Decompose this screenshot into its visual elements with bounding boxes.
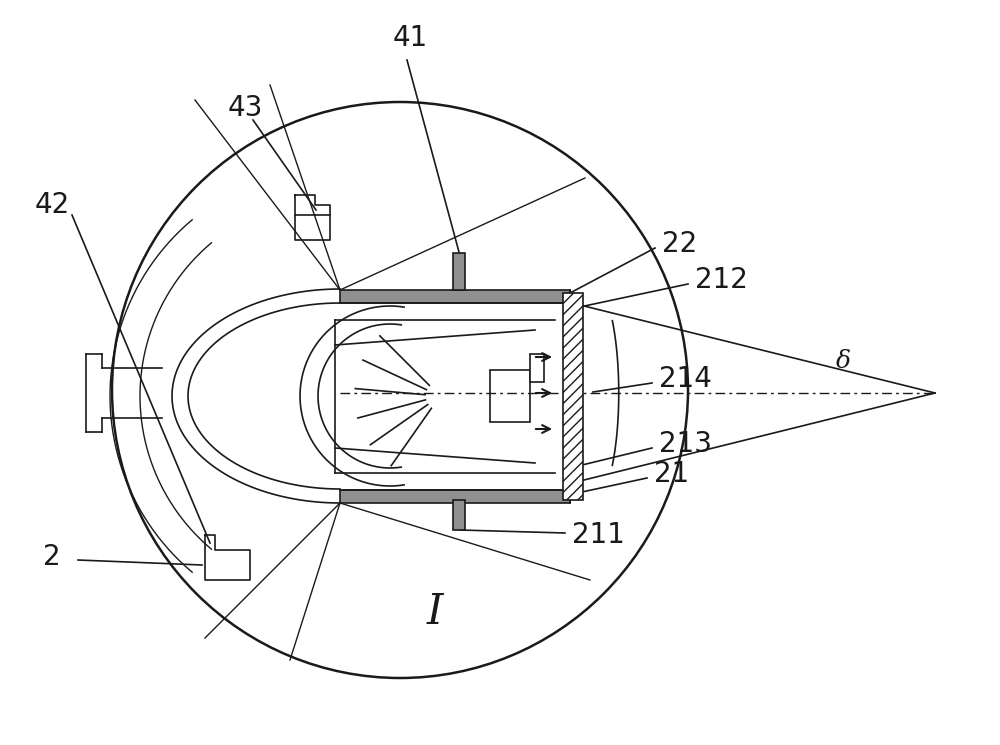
Bar (340, 490, 570, 503)
Text: 214: 214 (659, 365, 712, 393)
Text: 42: 42 (34, 191, 70, 219)
Bar (453, 500, 465, 530)
Text: 22: 22 (662, 230, 697, 258)
Text: δ: δ (836, 350, 850, 373)
Text: 43: 43 (227, 94, 263, 122)
Text: 212: 212 (695, 266, 748, 294)
Bar (530, 354, 544, 382)
Text: 213: 213 (659, 430, 712, 458)
Text: 211: 211 (572, 521, 625, 549)
Text: 41: 41 (392, 24, 428, 52)
Text: I: I (427, 591, 443, 633)
Bar (490, 370, 530, 422)
Text: 21: 21 (654, 460, 689, 488)
Bar (453, 253, 465, 290)
Text: 2: 2 (43, 543, 61, 571)
Bar (340, 290, 570, 303)
Bar (563, 293, 583, 500)
